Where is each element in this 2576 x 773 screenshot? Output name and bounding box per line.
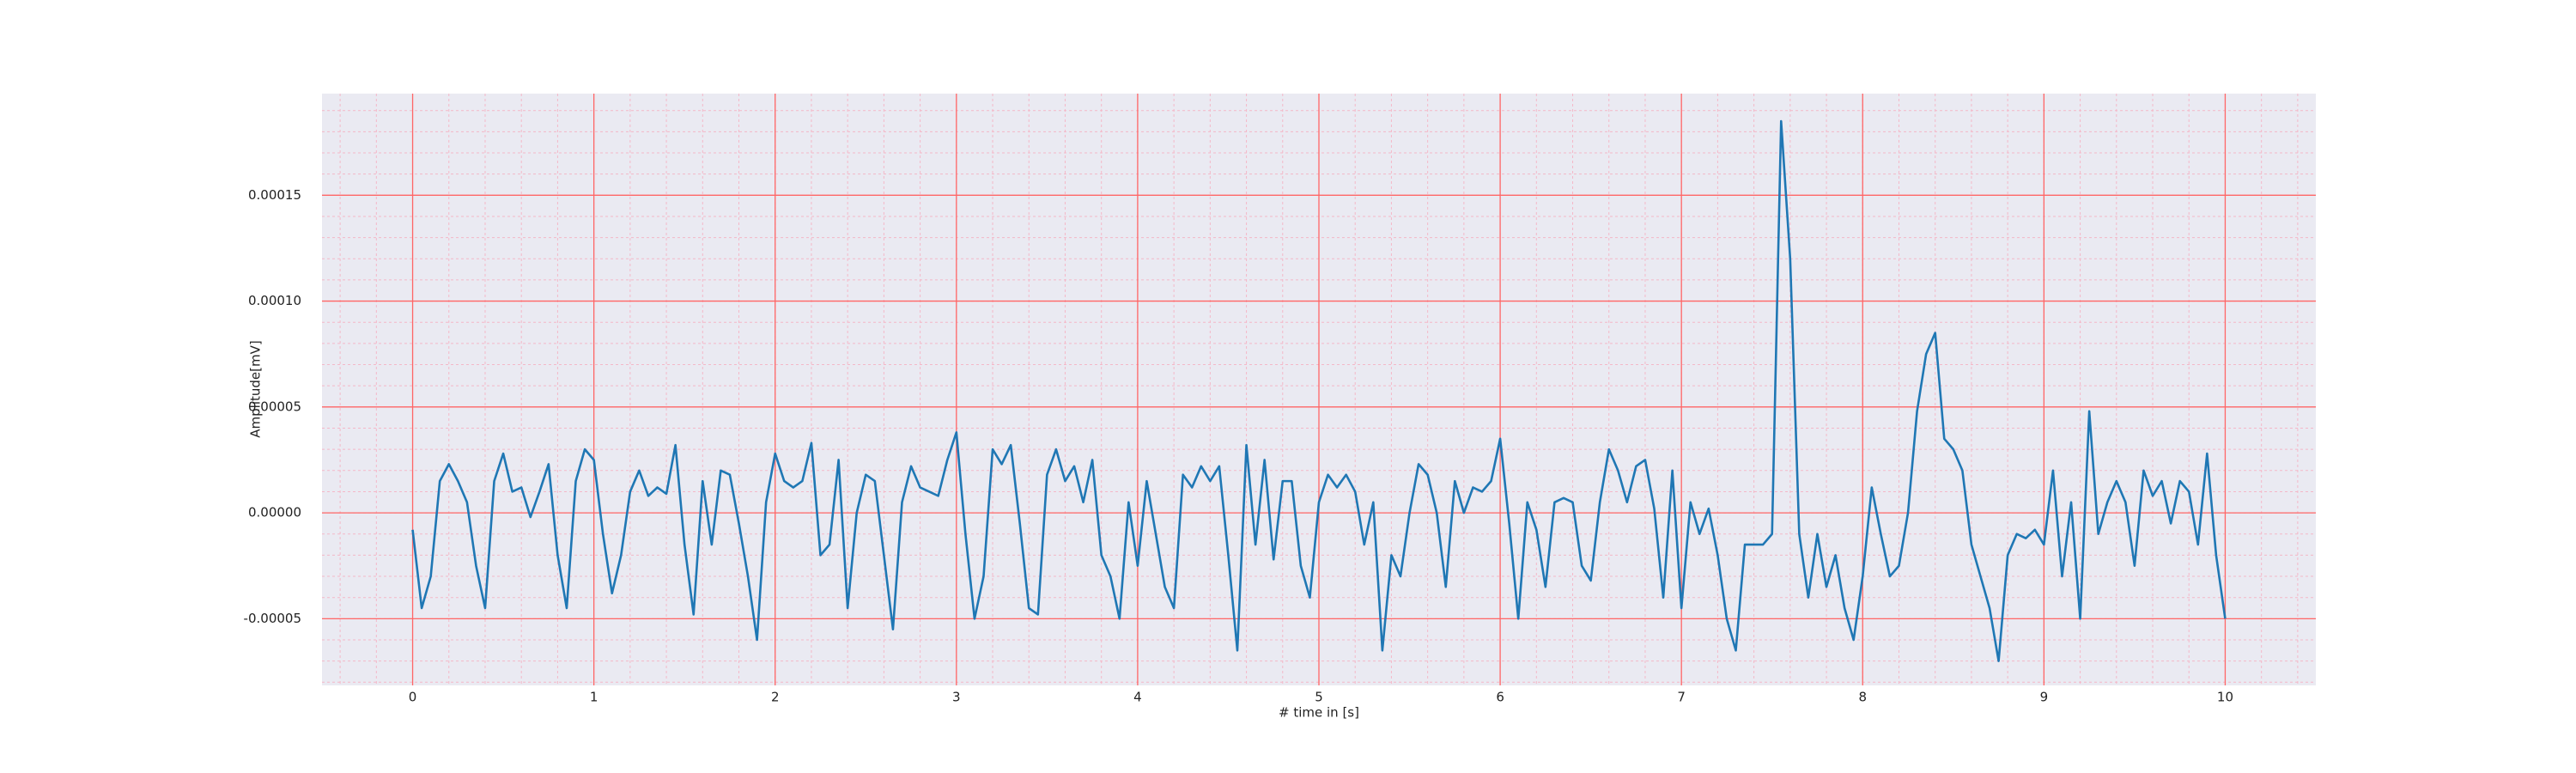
- y-tick-label: -0.00005: [244, 611, 301, 626]
- y-tick-label: 0.00010: [248, 293, 301, 308]
- x-tick-label: 10: [2217, 690, 2233, 705]
- x-tick-label: 3: [952, 690, 961, 705]
- x-axis-label: # time in [s]: [1279, 705, 1359, 721]
- y-axis-label: Amplitude[mV]: [248, 340, 264, 437]
- y-tick-label: 0.00005: [248, 399, 301, 414]
- x-tick-label: 7: [1677, 690, 1686, 705]
- x-tick-label: 8: [1858, 690, 1867, 705]
- y-tick-label: 0.00015: [248, 187, 301, 203]
- x-tick-label: 1: [590, 690, 598, 705]
- x-tick-label: 9: [2040, 690, 2049, 705]
- x-tick-label: 6: [1496, 690, 1504, 705]
- x-tick-label: 2: [771, 690, 780, 705]
- data-line: [411, 119, 2227, 662]
- y-tick-label: 0.00000: [248, 505, 301, 520]
- x-tick-label: 0: [409, 690, 417, 705]
- x-tick-label: 5: [1315, 690, 1323, 705]
- x-tick-label: 4: [1133, 690, 1142, 705]
